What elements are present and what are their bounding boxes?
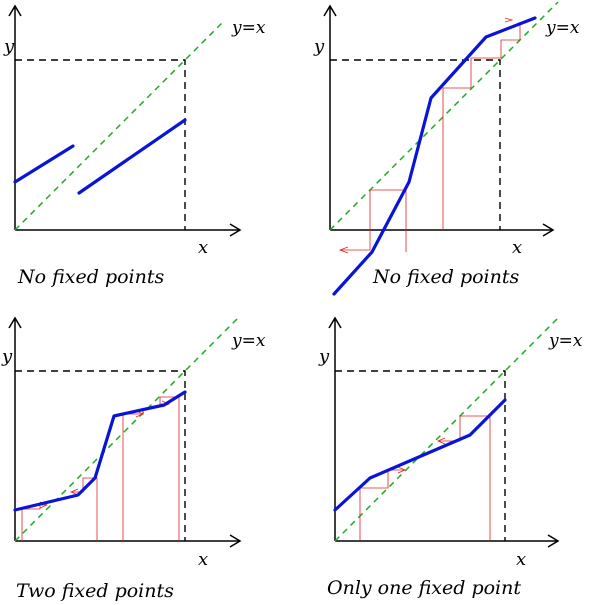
diagonal-label: y=x: [231, 331, 266, 351]
bounding-box: [335, 370, 506, 541]
cobweb-path-right: [159, 396, 180, 541]
function-left-segment: [13, 144, 75, 184]
x-axis-label: x: [516, 549, 526, 570]
y-axis-label: y: [3, 36, 15, 57]
bounding-box: [15, 370, 186, 541]
cobweb-path-left: [359, 469, 405, 541]
diagonal-label: y=x: [548, 331, 583, 351]
function-right-segment: [77, 118, 187, 195]
x-axis-arrow-icon: [542, 223, 555, 237]
cobweb-path-right: [438, 415, 491, 541]
panel-caption: Two fixed points: [16, 580, 174, 602]
panel-no-fixed-points-1: y x y=x No fixed points: [3, 4, 266, 288]
function-curve: [13, 390, 187, 512]
diagonal-line: [14, 315, 241, 542]
y-axis-label: y: [1, 346, 13, 367]
y-axis-arrow-icon: [328, 316, 342, 329]
x-axis-arrow-icon: [229, 534, 242, 548]
diagonal-line: [329, 1, 559, 231]
panel-no-fixed-points-2: y x y=x No fixed points: [313, 1, 580, 296]
cobweb-arrow-icon: [338, 246, 349, 254]
cobweb-arrow-icon: [436, 437, 446, 445]
x-axis-label: x: [198, 237, 208, 258]
bounding-box: [15, 59, 186, 230]
x-axis-label: x: [198, 549, 208, 570]
panel-caption: No fixed points: [372, 266, 519, 288]
panel-caption: No fixed points: [17, 266, 164, 288]
diagonal-label: y=x: [545, 18, 580, 38]
panel-one-fixed-point: y x y=x Only one fixed point: [318, 315, 583, 599]
diagonal-label: y=x: [231, 18, 266, 38]
cobweb-path-up: [442, 22, 521, 230]
bounding-box: [330, 59, 501, 230]
x-axis-arrow-icon: [229, 223, 242, 237]
cobweb-arrow-icon: [397, 466, 407, 474]
cobweb-path-down: [340, 189, 407, 252]
function-curve: [332, 16, 537, 296]
x-axis-label: x: [512, 237, 522, 258]
y-axis-arrow-icon: [8, 316, 22, 329]
cobweb-path-upper: [122, 410, 144, 541]
y-axis-label: y: [313, 36, 325, 57]
diagonal-line: [334, 315, 561, 542]
y-axis-arrow-icon: [323, 4, 337, 17]
function-curve: [333, 398, 507, 512]
y-axis-arrow-icon: [8, 4, 22, 17]
x-axis-arrow-icon: [547, 534, 560, 548]
y-axis-label: y: [318, 346, 330, 367]
panel-caption: Only one fixed point: [327, 577, 521, 599]
panel-two-fixed-points: y x y=x Two fixed points: [1, 315, 266, 602]
cobweb-arrow-icon: [504, 17, 514, 23]
diagonal-line: [14, 19, 226, 231]
